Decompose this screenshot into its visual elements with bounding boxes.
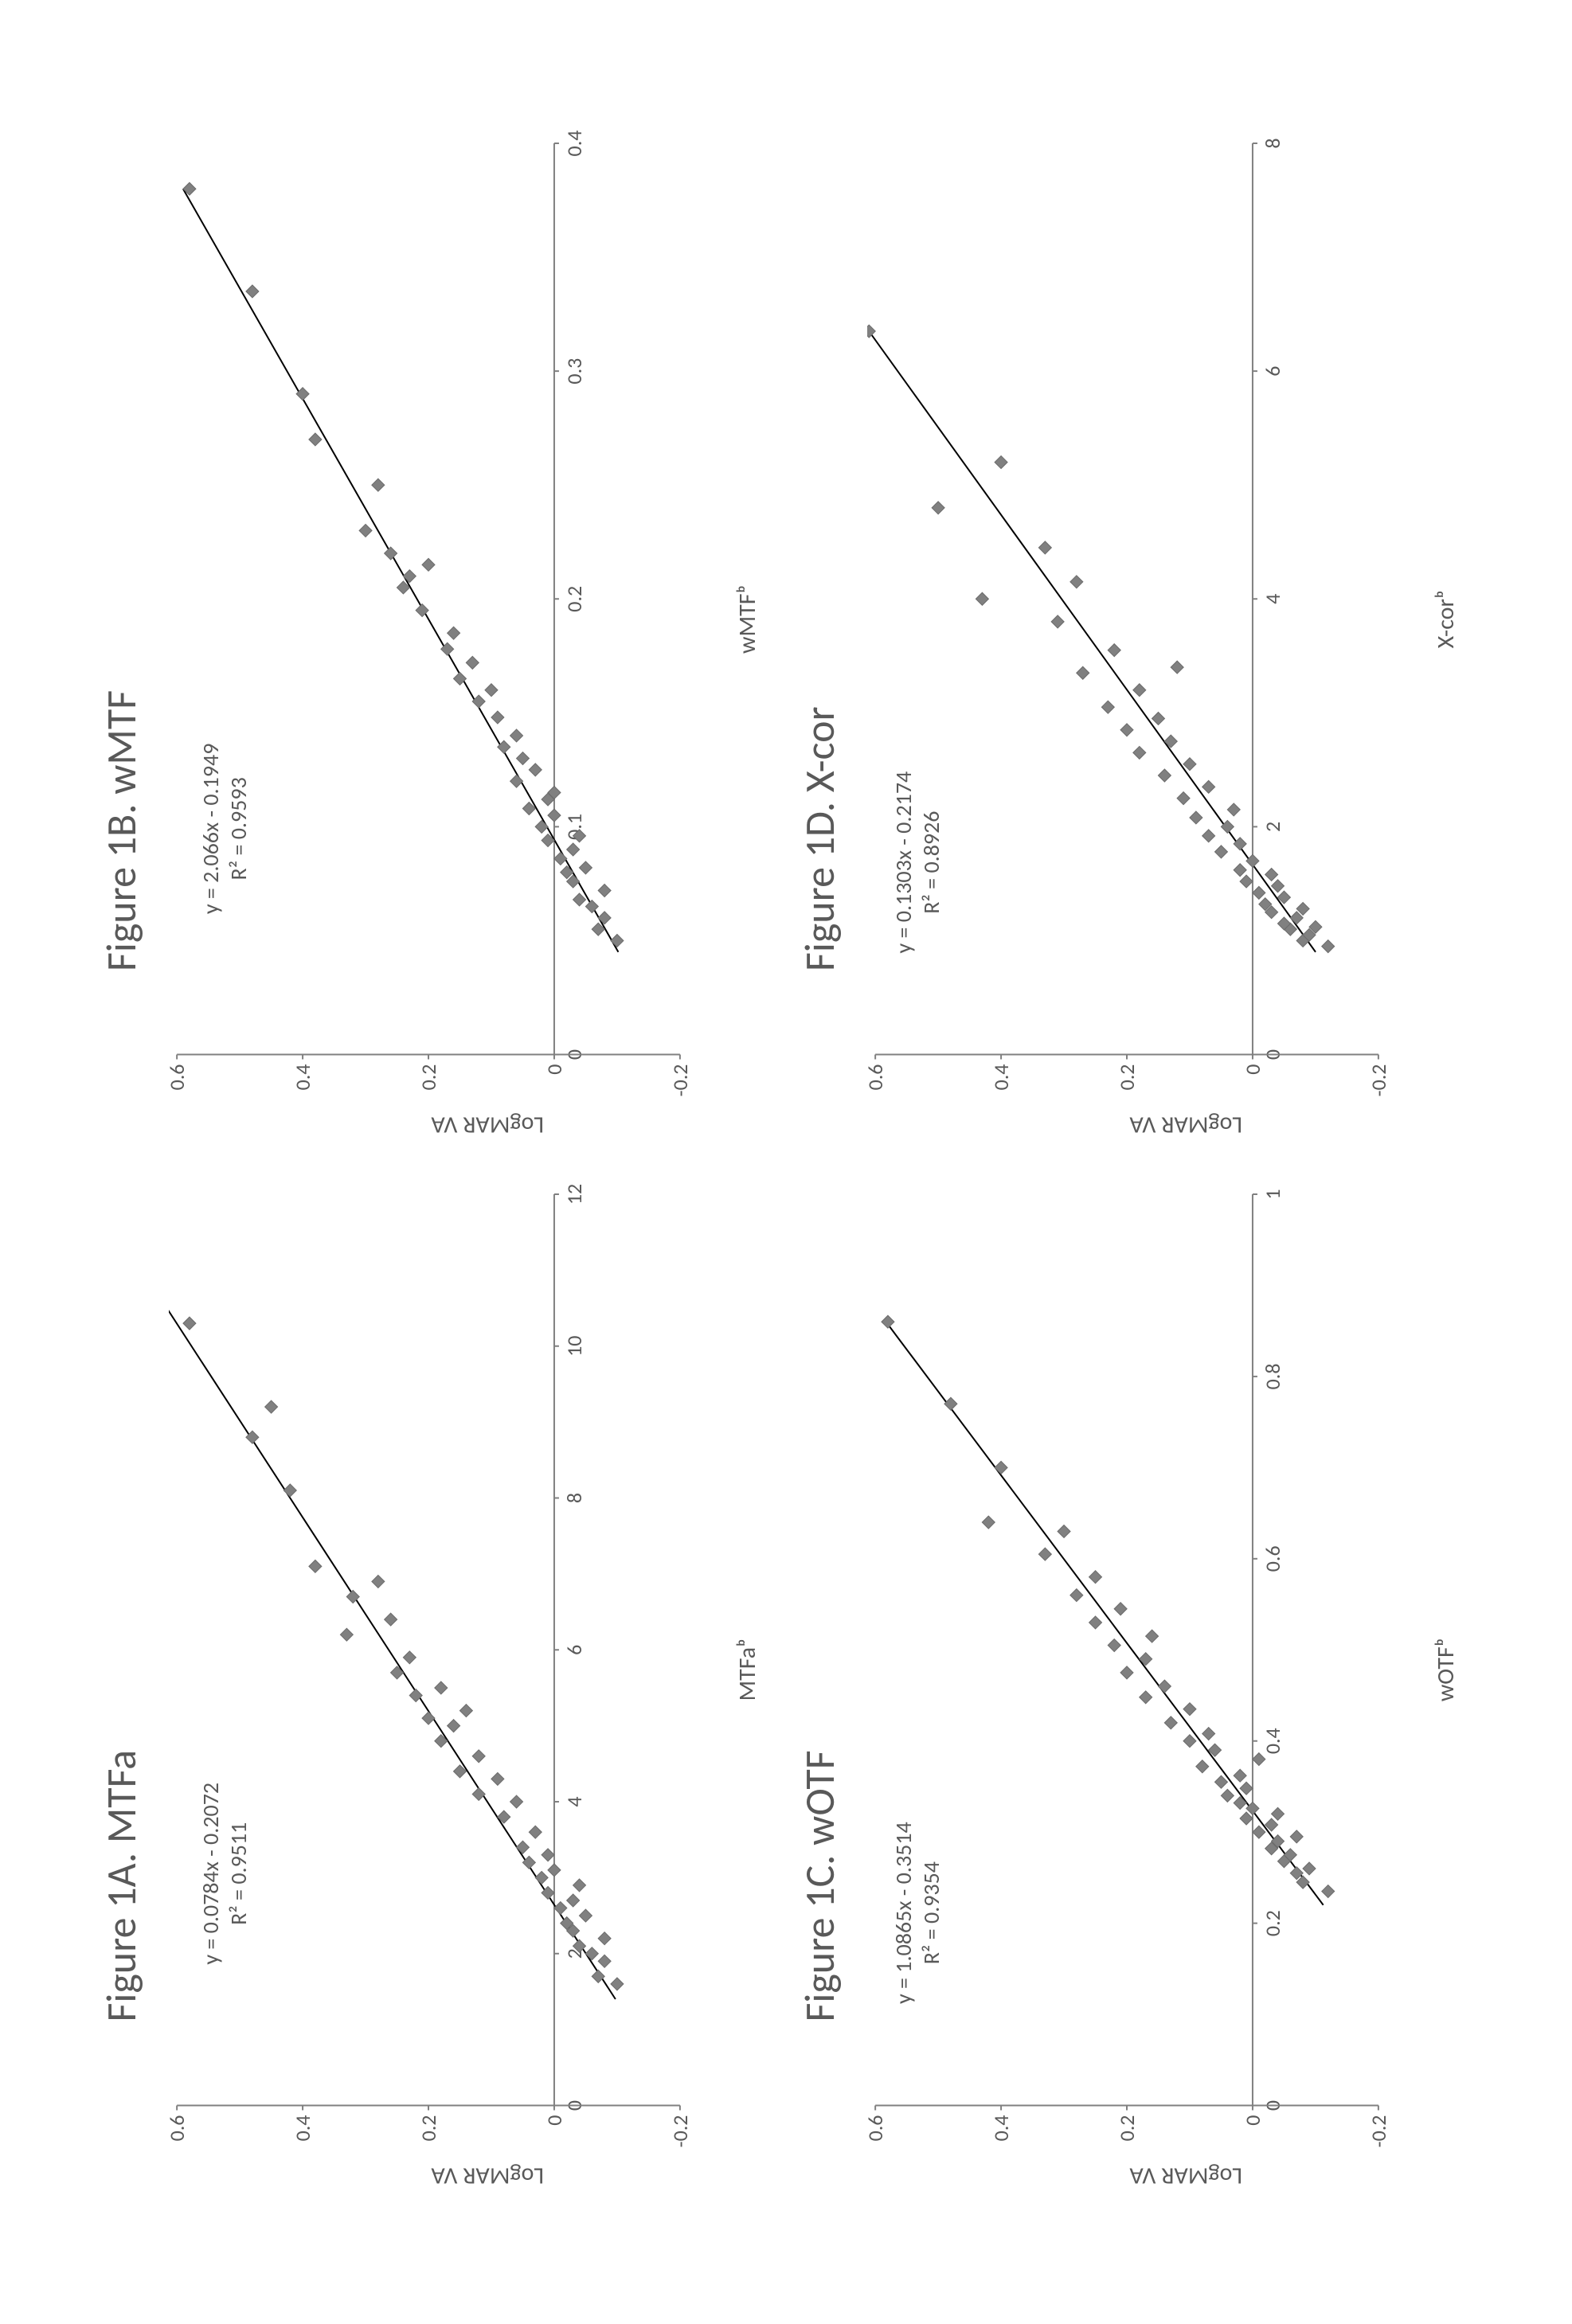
chart-svg: -0.200.20.40.602468 [867, 127, 1418, 1111]
svg-text:-0.2: -0.2 [667, 2115, 693, 2147]
svg-text:0.2: 0.2 [1260, 1910, 1285, 1936]
plot-area: y = 2.066x - 0.1949 R² = 0.9593 -0.200.2… [169, 127, 720, 1111]
rotated-content: Figure 1A. MTFa LogMAR VA y = 0.0784x - … [0, 0, 1572, 2324]
plot-column: y = 2.066x - 0.1949 R² = 0.9593 -0.200.2… [169, 127, 762, 1111]
panel-title: Figure 1A. MTFa [96, 1178, 147, 2022]
svg-text:-0.2: -0.2 [1366, 2115, 1391, 2147]
svg-text:0.2: 0.2 [416, 2115, 441, 2141]
svg-text:6: 6 [561, 1644, 587, 1654]
svg-text:0.2: 0.2 [416, 1064, 441, 1091]
svg-text:0.2: 0.2 [1114, 1064, 1140, 1091]
svg-text:1: 1 [1260, 1189, 1285, 1199]
svg-text:0.4: 0.4 [561, 131, 587, 157]
svg-text:0.6: 0.6 [169, 1064, 190, 1091]
svg-text:0.4: 0.4 [988, 2115, 1014, 2141]
chart-wrap: LogMAR VA y = 2.066x - 0.1949 R² = 0.959… [169, 127, 762, 1146]
svg-text:10: 10 [561, 1335, 587, 1356]
svg-text:0: 0 [542, 1064, 567, 1075]
x-axis-label: wMTFᵇ [733, 127, 762, 1111]
panel-A: Figure 1A. MTFa LogMAR VA y = 0.0784x - … [96, 1178, 762, 2197]
svg-text:6: 6 [1260, 366, 1285, 377]
svg-text:0.8: 0.8 [1260, 1363, 1285, 1389]
svg-text:0.4: 0.4 [290, 1064, 315, 1091]
panel-title: Figure 1D. X-cor [794, 127, 845, 971]
y-axis-label: LogMAR VA [169, 2161, 762, 2197]
panel-title: Figure 1B. wMTF [96, 127, 147, 971]
chart-wrap: LogMAR VA y = 0.0784x - 0.2072 R² = 0.95… [169, 1178, 762, 2197]
svg-text:0.2: 0.2 [1114, 2115, 1140, 2141]
x-axis-label: wOTFᵇ [1431, 1178, 1461, 2162]
svg-text:0.6: 0.6 [867, 2115, 888, 2141]
svg-text:12: 12 [561, 1183, 587, 1204]
svg-text:0.4: 0.4 [988, 1064, 1014, 1091]
svg-text:8: 8 [1260, 138, 1285, 148]
chart-svg: -0.200.20.40.600.20.40.60.81 [867, 1178, 1418, 2162]
svg-text:0.6: 0.6 [1260, 1545, 1285, 1572]
chart-svg: -0.200.20.40.6024681012 [169, 1178, 720, 2162]
page: Figure 1A. MTFa LogMAR VA y = 0.0784x - … [0, 0, 1572, 2324]
plot-area: y = 1.0865x - 0.3514 R² = 0.9354 -0.200.… [867, 1178, 1418, 2162]
plot-column: y = 1.0865x - 0.3514 R² = 0.9354 -0.200.… [867, 1178, 1461, 2162]
svg-text:0.6: 0.6 [867, 1064, 888, 1091]
svg-text:8: 8 [561, 1492, 587, 1502]
y-axis-label: LogMAR VA [867, 2161, 1461, 2197]
svg-text:4: 4 [1260, 594, 1285, 604]
y-axis-label: LogMAR VA [169, 1111, 762, 1146]
svg-text:4: 4 [561, 1796, 587, 1806]
panel-D: Figure 1D. X-cor LogMAR VA y = 0.1303x -… [794, 127, 1461, 1146]
plot-column: y = 0.1303x - 0.2174 R² = 0.8926 -0.200.… [867, 127, 1461, 1111]
plot-column: y = 0.0784x - 0.2072 R² = 0.9511 -0.200.… [169, 1178, 762, 2162]
plot-area: y = 0.0784x - 0.2072 R² = 0.9511 -0.200.… [169, 1178, 720, 2162]
y-axis-label: LogMAR VA [867, 1111, 1461, 1146]
chart-wrap: LogMAR VA y = 1.0865x - 0.3514 R² = 0.93… [867, 1178, 1461, 2197]
svg-text:0.4: 0.4 [290, 2115, 315, 2141]
plot-area: y = 0.1303x - 0.2174 R² = 0.8926 -0.200.… [867, 127, 1418, 1111]
chart-wrap: LogMAR VA y = 0.1303x - 0.2174 R² = 0.89… [867, 127, 1461, 1146]
svg-text:0.2: 0.2 [561, 586, 587, 612]
panel-B: Figure 1B. wMTF LogMAR VA y = 2.066x - 0… [96, 127, 762, 1146]
x-axis-label: MTFaᵇ [733, 1178, 762, 2162]
svg-text:-0.2: -0.2 [1366, 1064, 1391, 1097]
svg-text:0.6: 0.6 [169, 2115, 190, 2141]
svg-text:0: 0 [542, 2115, 567, 2125]
svg-text:0.4: 0.4 [1260, 1728, 1285, 1754]
svg-text:0.3: 0.3 [561, 358, 587, 385]
svg-text:2: 2 [1260, 822, 1285, 832]
chart-svg: -0.200.20.40.600.10.20.30.4 [169, 127, 720, 1111]
svg-text:-0.2: -0.2 [667, 1064, 693, 1097]
x-axis-label: X-corᵇ [1431, 127, 1461, 1111]
svg-text:0: 0 [1240, 1064, 1265, 1075]
panel-title: Figure 1C. wOTF [794, 1178, 845, 2022]
panel-C: Figure 1C. wOTF LogMAR VA y = 1.0865x - … [794, 1178, 1461, 2197]
chart-grid: Figure 1A. MTFa LogMAR VA y = 0.0784x - … [0, 0, 1572, 2324]
svg-text:0: 0 [1240, 2115, 1265, 2125]
